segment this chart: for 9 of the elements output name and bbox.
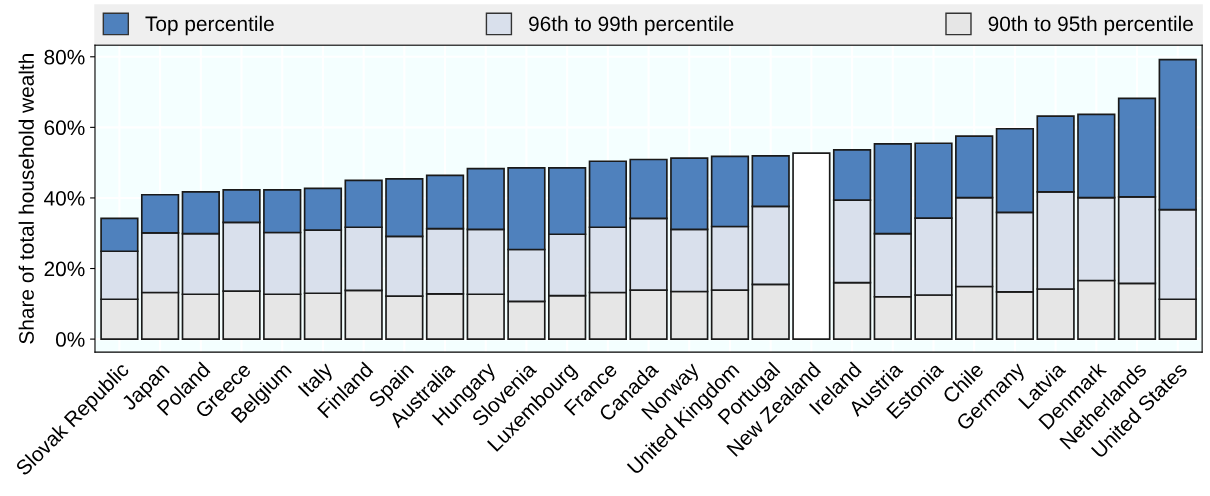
- legend-label: Top percentile: [145, 15, 274, 36]
- y-tick-label: 60%: [44, 120, 85, 136]
- y-tick-label: 80%: [44, 49, 85, 65]
- legend-label: 96th to 99th percentile: [529, 15, 734, 36]
- y-tick-label: 40%: [44, 190, 85, 206]
- y-tick-label: 20%: [44, 261, 85, 277]
- y-axis-title: Share of total household wealth: [18, 54, 34, 344]
- y-tick-label: 0%: [55, 332, 85, 347]
- legend-label: 90th to 95th percentile: [988, 15, 1193, 36]
